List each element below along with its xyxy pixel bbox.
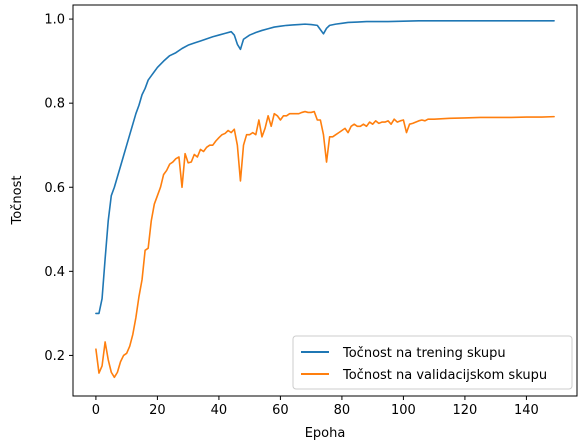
x-tick-label: 140 — [514, 403, 539, 418]
validation-accuracy-line — [95, 110, 555, 379]
legend-box — [292, 335, 573, 390]
y-tick-label: 0.4 — [44, 265, 65, 280]
train-accuracy-line — [95, 19, 555, 315]
legend: Točnost na trening skupu Točnost na vali… — [292, 335, 573, 390]
y-tick-label: 0.2 — [44, 349, 65, 364]
x-axis-label: Epoha — [305, 426, 346, 441]
x-tick-label: 0 — [92, 403, 100, 418]
y-axis-label: Točnost — [10, 176, 25, 226]
series-lines — [95, 19, 555, 379]
y-tick-label: 1.0 — [44, 13, 65, 28]
x-tick-label: 80 — [334, 403, 351, 418]
x-tick-label: 20 — [149, 403, 166, 418]
x-tick-label: 40 — [211, 403, 228, 418]
y-tick-label: 0.8 — [44, 97, 65, 112]
y-axis: 0.2 0.4 0.6 0.8 1.0 — [44, 13, 73, 364]
legend-label-validation: Točnost na validacijskom skupu — [342, 368, 547, 383]
y-tick-label: 0.6 — [44, 181, 65, 196]
legend-label-train: Točnost na trening skupu — [342, 346, 506, 361]
x-tick-label: 100 — [391, 403, 416, 418]
plot-frame — [72, 4, 578, 397]
x-axis: 0 20 40 60 80 100 120 140 — [92, 396, 539, 418]
x-tick-label: 120 — [453, 403, 478, 418]
x-tick-label: 60 — [272, 403, 289, 418]
